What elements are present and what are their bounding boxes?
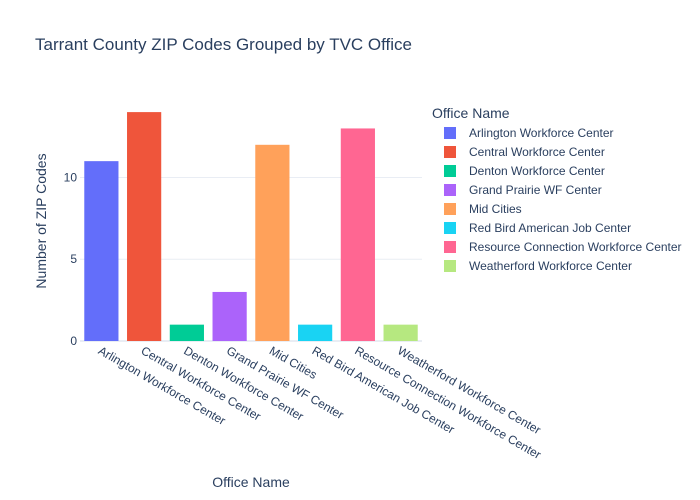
y-axis-title: Number of ZIP Codes: [33, 153, 49, 288]
legend-swatch-central-workforce-center: [444, 146, 456, 158]
y-tick-label: 10: [64, 170, 78, 184]
bar-mid-cities: [255, 144, 290, 341]
x-tick-label-resource-connection-workforce-center: Resource Connection Workforce Center: [352, 343, 543, 461]
legend-swatch-red-bird-american-job-center: [444, 222, 456, 234]
legend-label-grand-prairie-wf-center: Grand Prairie WF Center: [469, 183, 602, 197]
legend-swatch-grand-prairie-wf-center: [444, 184, 456, 196]
legend-swatch-mid-cities: [444, 203, 456, 215]
legend-label-red-bird-american-job-center: Red Bird American Job Center: [469, 221, 631, 235]
bar-central-workforce-center: [127, 112, 162, 341]
legend-label-denton-workforce-center: Denton Workforce Center: [469, 164, 605, 178]
legend-swatch-resource-connection-workforce-center: [444, 241, 456, 253]
legend-items: Arlington Workforce Center Central Workfo…: [444, 126, 682, 273]
x-axis-title: Office Name: [212, 474, 290, 490]
legend-title: Office Name: [432, 105, 510, 121]
legend-swatch-denton-workforce-center: [444, 165, 456, 177]
legend-label-mid-cities: Mid Cities: [469, 202, 522, 216]
bar-weatherford-workforce-center: [383, 324, 418, 341]
legend-swatch-arlington-workforce-center: [444, 127, 456, 139]
legend-label-resource-connection-workforce-center: Resource Connection Workforce Center: [469, 240, 682, 254]
y-tick-labels: 0 5 10: [64, 170, 78, 348]
bar-resource-connection-workforce-center: [340, 128, 375, 341]
legend: Office Name Arlington Workforce Center Ce…: [432, 105, 682, 273]
bar-arlington-workforce-center: [84, 161, 119, 341]
legend-label-central-workforce-center: Central Workforce Center: [469, 145, 605, 159]
bar-red-bird-american-job-center: [298, 324, 333, 341]
legend-swatch-weatherford-workforce-center: [444, 260, 456, 272]
y-tick-label: 5: [70, 252, 77, 266]
bars: [84, 112, 418, 341]
chart-title: Tarrant County ZIP Codes Grouped by TVC …: [35, 35, 412, 54]
legend-label-arlington-workforce-center: Arlington Workforce Center: [469, 126, 614, 140]
bar-grand-prairie-wf-center: [212, 291, 247, 341]
bar-denton-workforce-center: [169, 324, 204, 341]
legend-label-weatherford-workforce-center: Weatherford Workforce Center: [469, 259, 632, 273]
y-tick-label: 0: [70, 334, 77, 348]
